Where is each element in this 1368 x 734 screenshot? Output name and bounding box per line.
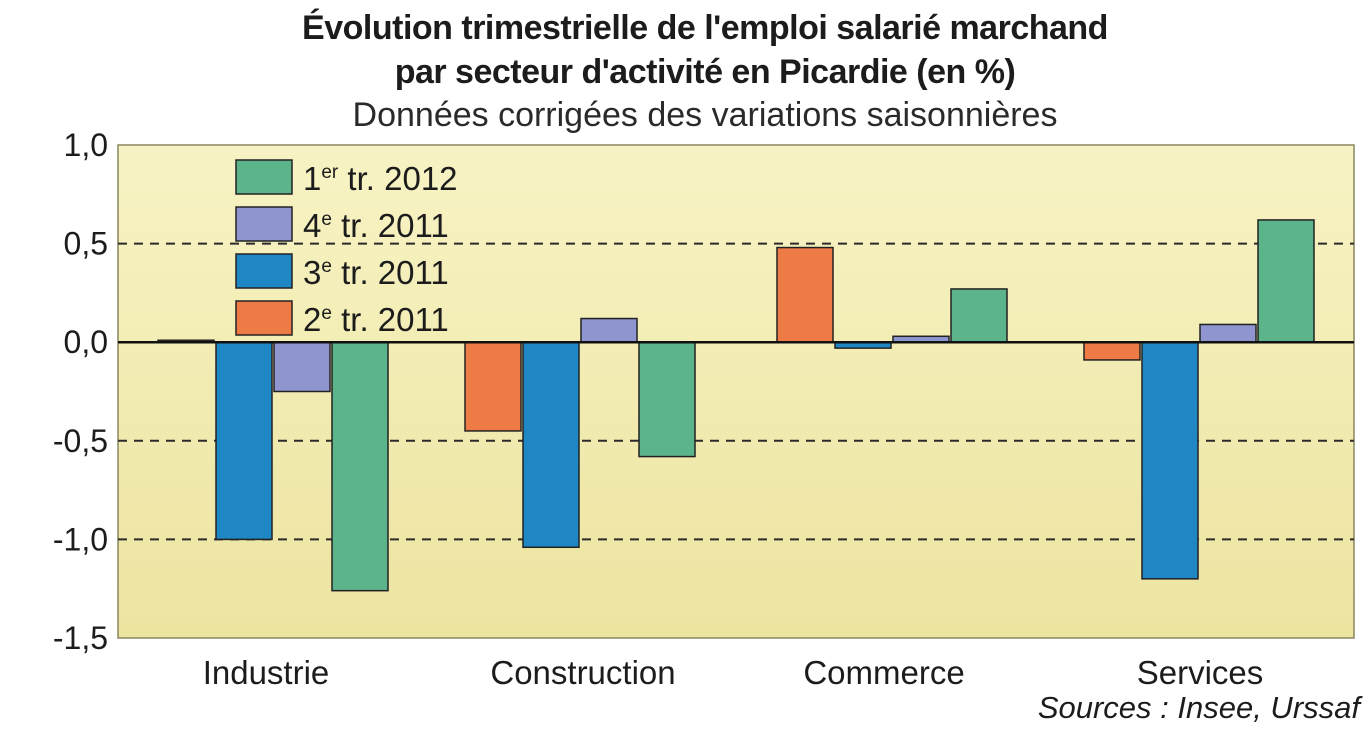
bar-construction-series-1	[522, 341, 580, 549]
x-category-label: Commerce	[803, 654, 964, 691]
y-tick-label: 1,0	[64, 127, 108, 163]
bar-industrie-series-3	[331, 341, 389, 592]
chart-title-line-2: par secteur d'activité en Picardie (en %…	[394, 53, 1016, 91]
y-tick-label: -1,5	[53, 620, 108, 656]
bar-services-series-0	[1083, 341, 1141, 361]
bar-construction-series-2	[580, 317, 638, 343]
legend-swatch	[235, 159, 293, 195]
legend-label: 2e tr. 2011	[303, 301, 449, 338]
legend-label: 3e tr. 2011	[303, 254, 449, 291]
legend-swatch	[235, 253, 293, 289]
y-tick-label: -0,5	[53, 423, 108, 459]
bar-commerce-series-3	[950, 288, 1008, 343]
y-tick-label: -1,0	[53, 521, 108, 557]
x-category-label: Industrie	[203, 654, 330, 691]
legend-swatch	[235, 206, 293, 242]
y-axis-ticks: 1,0 0,5 0,0 -0,5 -1,0 -1,5	[53, 127, 108, 656]
y-tick-label: 0,0	[64, 324, 108, 360]
bar-construction-series-0	[464, 341, 522, 432]
bars	[157, 219, 1315, 592]
y-tick-label: 0,5	[64, 226, 108, 262]
bar-industrie-series-2	[273, 341, 331, 393]
bar-services-series-2	[1199, 323, 1257, 343]
sources-note: Sources : Insee, Urssaf	[1037, 690, 1360, 725]
bar-services-series-3	[1257, 219, 1315, 343]
bar-industrie-series-1	[215, 341, 273, 541]
x-category-label: Services	[1137, 654, 1264, 691]
chart-subtitle: Données corrigées des variations saisonn…	[352, 96, 1058, 134]
legend-label: 1er tr. 2012	[303, 160, 458, 197]
bar-commerce-series-0	[776, 246, 834, 343]
legend-swatch	[235, 300, 293, 336]
legend: 1er tr. 2012 4e tr. 2011 3e tr. 2011 2e tr.…	[235, 159, 458, 338]
legend-label: 4e tr. 2011	[303, 207, 449, 244]
bar-construction-series-3	[638, 341, 696, 458]
chart-title-line-1: Évolution trimestrielle de l'emploi sala…	[302, 9, 1108, 47]
chart-title-block: Évolution trimestrielle de l'emploi sala…	[0, 6, 1368, 136]
x-axis-categories: Industrie Construction Commerce Services	[203, 654, 1264, 691]
bar-services-series-1	[1141, 341, 1199, 580]
x-category-label: Construction	[490, 654, 675, 691]
